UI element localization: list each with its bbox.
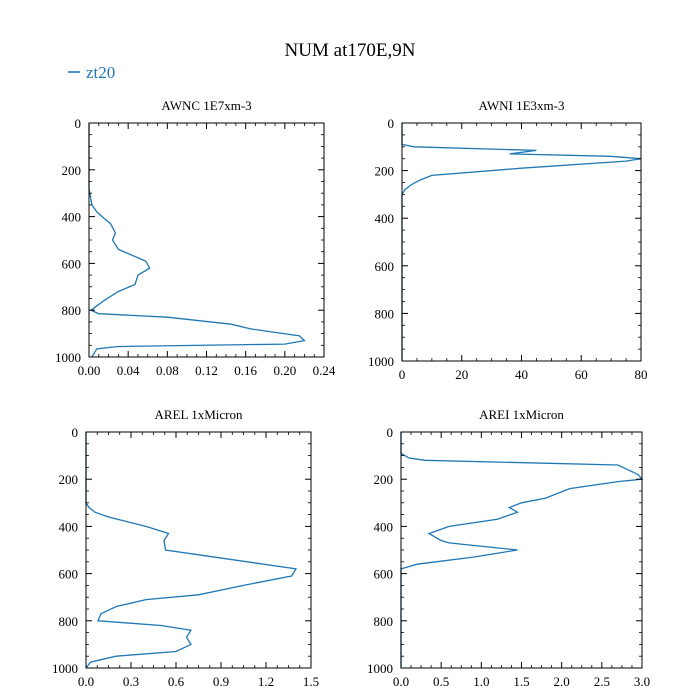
y-tick-label: 600	[59, 567, 79, 582]
y-tick-label: 0	[387, 425, 394, 440]
x-tick-label: 3.0	[634, 674, 650, 689]
x-tick-label: 1.2	[258, 674, 274, 689]
x-tick-label: 0.04	[117, 363, 140, 378]
panel-title: AWNC 1E7xm-3	[161, 98, 251, 113]
series-line-zt20	[85, 432, 298, 669]
y-tick-label: 0	[388, 116, 395, 131]
x-tick-label: 80	[635, 367, 648, 382]
x-tick-label: 0.20	[273, 363, 296, 378]
y-tick-label: 400	[374, 519, 394, 534]
y-tick-label: 0	[75, 116, 82, 131]
y-tick-label: 1000	[368, 354, 394, 369]
x-tick-label: 0	[399, 367, 406, 382]
y-tick-label: 600	[374, 567, 394, 582]
x-tick-label: 20	[455, 367, 468, 382]
y-tick-label: 200	[375, 164, 395, 179]
x-tick-label: 1.5	[303, 674, 319, 689]
y-tick-label: 400	[375, 211, 395, 226]
y-tick-label: 600	[62, 256, 82, 271]
panel-1: AWNC 1E7xm-3 0.00 0.04 0.08 0.12 0.16 0.20 0.24…	[55, 98, 336, 378]
panel-3: AREL 1xMicron 0.0 0.3 0.6 0.9 1.2 1.5 0 200 400 60…	[52, 407, 319, 689]
y-tick-label: 400	[62, 210, 82, 225]
x-tick-label: 0.9	[213, 674, 229, 689]
x-tick-label: 0.3	[123, 674, 139, 689]
x-tick-label: 40	[515, 367, 528, 382]
x-tick-label: 0.6	[168, 674, 185, 689]
x-tick-label: 0.0	[78, 674, 94, 689]
y-tick-label: 200	[59, 472, 79, 487]
x-tick-label: 0.16	[234, 363, 257, 378]
series-line-zt20	[400, 432, 644, 668]
y-tick-label: 800	[375, 306, 395, 321]
panel-title: AWNI 1E3xm-3	[479, 98, 565, 113]
y-tick-label: 200	[62, 163, 82, 178]
x-tick-label: 0.00	[78, 363, 101, 378]
panel-4: AREI 1xMicron 0.0 0.5 1.0 1.5 2.0 2.5 3.0 0 200 40…	[367, 407, 650, 689]
series-line-zt20	[401, 123, 642, 361]
y-tick-label: 0	[72, 425, 79, 440]
y-tick-label: 400	[59, 519, 79, 534]
panel-title: AREI 1xMicron	[479, 407, 564, 422]
x-tick-label: 0.5	[433, 674, 449, 689]
x-tick-label: 0.24	[313, 363, 336, 378]
y-tick-label: 1000	[367, 661, 393, 676]
y-tick-label: 1000	[52, 661, 78, 676]
x-tick-label: 2.5	[594, 674, 610, 689]
y-tick-label: 1000	[55, 350, 81, 365]
x-tick-label: 0.08	[156, 363, 179, 378]
panel-title: AREL 1xMicron	[155, 407, 243, 422]
legend-label: zt20	[86, 63, 115, 82]
figure-title: NUM at170E,9N	[285, 40, 416, 61]
series-line-zt20	[88, 123, 306, 358]
x-tick-label: 2.0	[554, 674, 570, 689]
y-tick-label: 800	[59, 614, 79, 629]
x-tick-label: 60	[575, 367, 588, 382]
y-tick-label: 800	[374, 614, 394, 629]
y-tick-label: 200	[374, 472, 394, 487]
x-tick-label: 1.0	[473, 674, 489, 689]
x-tick-label: 0.12	[195, 363, 218, 378]
x-tick-label: 0.0	[393, 674, 409, 689]
y-tick-label: 600	[375, 259, 395, 274]
y-tick-label: 800	[62, 303, 82, 318]
x-tick-label: 1.5	[513, 674, 529, 689]
